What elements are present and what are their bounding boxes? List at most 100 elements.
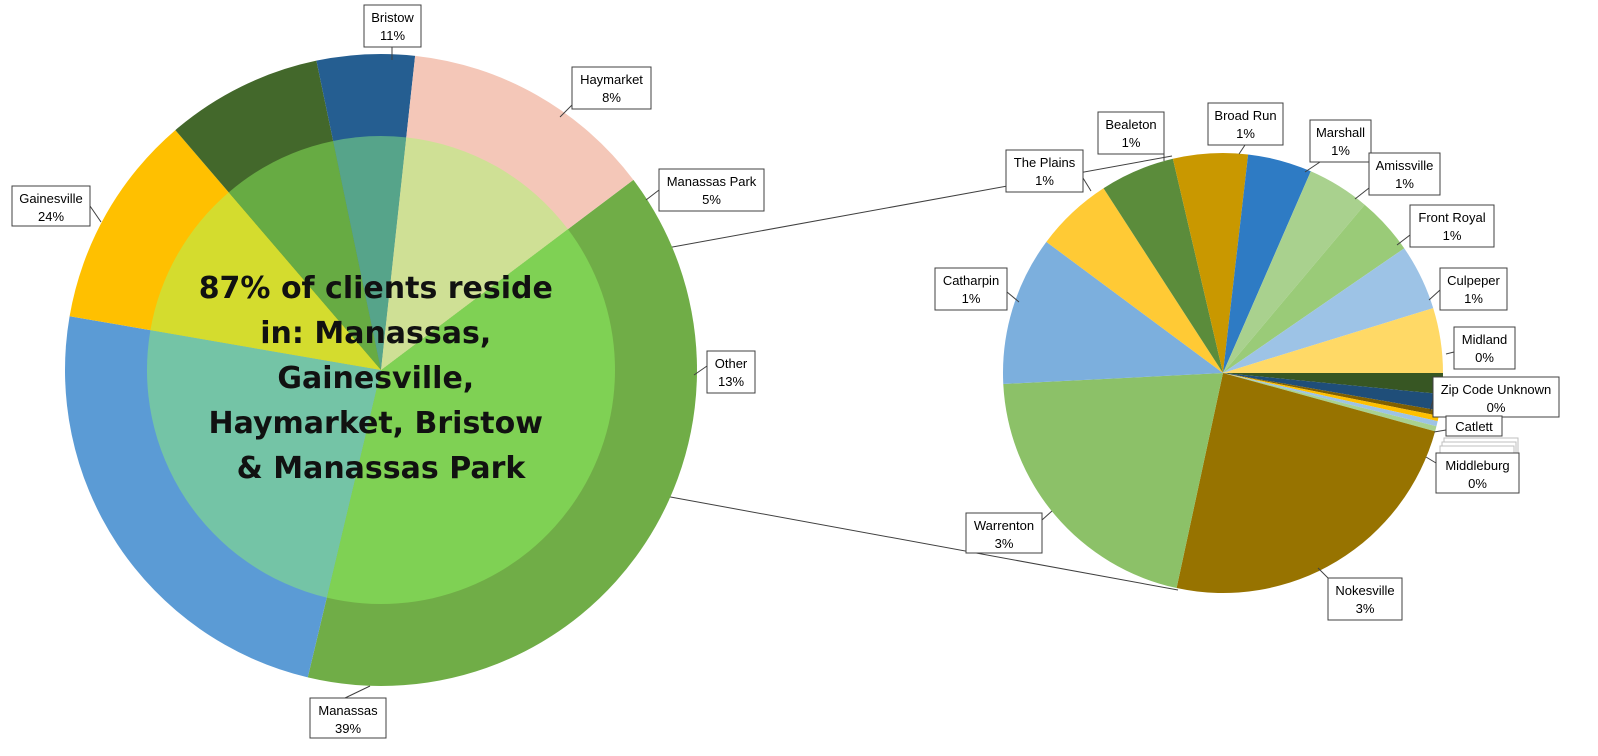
secondary-catlett-leader-line xyxy=(1433,429,1447,433)
secondary-slice-catlett xyxy=(1223,373,1442,411)
secondary-middleburg-label: Middleburg 0% xyxy=(1425,452,1520,494)
secondary-slice-catharpin xyxy=(1003,241,1223,384)
secondary-warrenton-label-box xyxy=(965,512,1043,554)
secondary-catharpin-label-name: Catharpin xyxy=(943,273,999,288)
center-annotation-line-1: 87% of clients reside xyxy=(199,271,553,306)
secondary-marshall-label-percent: 1% xyxy=(1331,143,1350,158)
secondary-catharpin-label: Catharpin 1% xyxy=(934,267,1020,311)
main-other-label: Other 13% xyxy=(693,350,756,394)
main-inner-slice-manassas-park xyxy=(333,136,407,370)
center-annotation-line-4: Haymarket, Bristow xyxy=(209,406,543,441)
secondary-nokesville-label: Nokesville 3% xyxy=(1317,567,1403,621)
main-bristow-label-percent: 11% xyxy=(380,28,405,43)
secondary-culpeper-label-percent: 1% xyxy=(1464,291,1483,306)
main-inner-slice-gainesville xyxy=(146,330,381,598)
secondary-catlett-label-name: Catlett xyxy=(1455,419,1493,434)
center-annotation-line-5: & Manassas Park xyxy=(237,451,527,486)
secondary-zip-code-unknown-label-name: Zip Code Unknown xyxy=(1441,382,1552,397)
main-haymarket-leader-line xyxy=(559,104,573,118)
main-manassas-park-label-percent: 5% xyxy=(702,192,721,207)
secondary-culpeper-leader-line xyxy=(1428,289,1441,301)
secondary-slice-zip-code-unknown xyxy=(1223,373,1443,395)
secondary-front-royal-leader-line xyxy=(1396,234,1411,246)
main-inner-slice-other xyxy=(381,137,568,370)
secondary-the-plains-label-box xyxy=(1005,149,1084,193)
main-gainesville-label: Gainesville 24% xyxy=(11,185,102,227)
secondary-the-plains-leader-line xyxy=(1082,177,1092,192)
secondary-slice-unlabeled-3 xyxy=(1223,373,1439,422)
main-haymarket-label: Haymarket 8% xyxy=(559,66,652,118)
secondary-slice-bealeton xyxy=(1103,158,1223,373)
main-gainesville-leader-line xyxy=(89,205,102,223)
secondary-slice-middleburg xyxy=(1223,373,1437,432)
secondary-warrenton-label-percent: 3% xyxy=(995,536,1014,551)
secondary-front-royal-label-box xyxy=(1409,204,1495,248)
main-other-leader-line xyxy=(693,365,708,376)
secondary-marshall-label-name: Marshall xyxy=(1316,125,1365,140)
secondary-front-royal-label-percent: 1% xyxy=(1443,228,1462,243)
secondary-middleburg-label-percent: 0% xyxy=(1468,476,1487,491)
secondary-amissville-label-name: Amissville xyxy=(1376,158,1434,173)
secondary-front-royal-label-name: Front Royal xyxy=(1418,210,1485,225)
connector-line-top xyxy=(666,155,1173,249)
secondary-slice-unlabeled-4 xyxy=(1223,373,1438,427)
secondary-marshall-leader-line xyxy=(1304,161,1321,173)
center-annotation-line-3: Gainesville, xyxy=(277,361,474,396)
secondary-warrenton-label-name: Warrenton xyxy=(974,518,1034,533)
main-inner-slice-bristow xyxy=(150,192,381,370)
secondary-slice-broad-run xyxy=(1172,153,1249,373)
main-other-label-name: Other xyxy=(715,356,748,371)
secondary-culpeper-label: Culpeper 1% xyxy=(1428,267,1508,311)
secondary-slice-marshall xyxy=(1223,154,1311,373)
secondary-catlett-label-box xyxy=(1445,415,1503,437)
secondary-marshall-label: Marshall 1% xyxy=(1304,119,1372,173)
secondary-nokesville-label-percent: 3% xyxy=(1356,601,1375,616)
secondary-nokesville-leader-line xyxy=(1317,567,1329,579)
main-gainesville-label-name: Gainesville xyxy=(19,191,83,206)
main-manassas-park-label-box xyxy=(658,168,765,212)
secondary-broad-run-label: Broad Run 1% xyxy=(1207,102,1284,155)
secondary-pie xyxy=(1003,153,1443,593)
secondary-midland-label-box xyxy=(1453,326,1516,370)
secondary-culpeper-label-name: Culpeper xyxy=(1447,273,1500,288)
secondary-the-plains-label-name: The Plains xyxy=(1014,155,1076,170)
secondary-middleburg-label-name: Middleburg xyxy=(1445,458,1509,473)
main-bristow-label: Bristow 11% xyxy=(363,4,422,60)
secondary-midland-label-name: Midland xyxy=(1462,332,1508,347)
main-haymarket-label-name: Haymarket xyxy=(580,72,643,87)
secondary-amissville-leader-line xyxy=(1354,187,1370,200)
secondary-midland-label: Midland 0% xyxy=(1445,326,1516,370)
secondary-slice-nokesville xyxy=(1176,373,1436,593)
main-manassas-label-name: Manassas xyxy=(318,703,378,718)
secondary-warrenton-leader-line xyxy=(1041,510,1053,521)
secondary-bealeton-label: Bealeton 1% xyxy=(1097,111,1165,161)
secondary-marshall-label-box xyxy=(1309,119,1372,163)
center-annotation-line-2: in: Manassas, xyxy=(260,316,491,351)
secondary-amissville-label-percent: 1% xyxy=(1395,176,1414,191)
main-pie-inner-disc xyxy=(146,136,616,604)
secondary-bealeton-label-box xyxy=(1097,111,1165,155)
secondary-nokesville-label-box xyxy=(1327,577,1403,621)
main-other-label-percent: 13% xyxy=(718,374,744,389)
secondary-middleburg-label-box xyxy=(1435,452,1520,494)
secondary-front-royal-label: Front Royal 1% xyxy=(1396,204,1495,248)
data-labels: Manassas 39% Gainesville 24% Bristow 11% Hayma… xyxy=(11,4,1560,739)
secondary-amissville-label-box xyxy=(1368,152,1441,196)
secondary-broad-run-label-percent: 1% xyxy=(1236,126,1255,141)
main-gainesville-label-percent: 24% xyxy=(38,209,64,224)
main-inner-slice-haymarket xyxy=(228,140,381,370)
secondary-warrenton-label: Warrenton 3% xyxy=(965,510,1053,554)
main-bristow-label-name: Bristow xyxy=(371,10,414,25)
main-haymarket-label-percent: 8% xyxy=(602,90,621,105)
main-haymarket-label-box xyxy=(571,66,652,110)
secondary-broad-run-label-box xyxy=(1207,102,1284,146)
main-bristow-label-box xyxy=(363,4,422,48)
main-other-label-box xyxy=(706,350,756,394)
center-annotation: 87% of clients reside in: Manassas, Gain… xyxy=(199,271,564,486)
secondary-slice-midland xyxy=(1223,308,1443,373)
secondary-catharpin-label-box xyxy=(934,267,1008,311)
secondary-zip-code-unknown-label-percent: 0% xyxy=(1487,400,1506,415)
secondary-catharpin-label-percent: 1% xyxy=(962,291,981,306)
connector-line-bottom xyxy=(664,495,1179,591)
